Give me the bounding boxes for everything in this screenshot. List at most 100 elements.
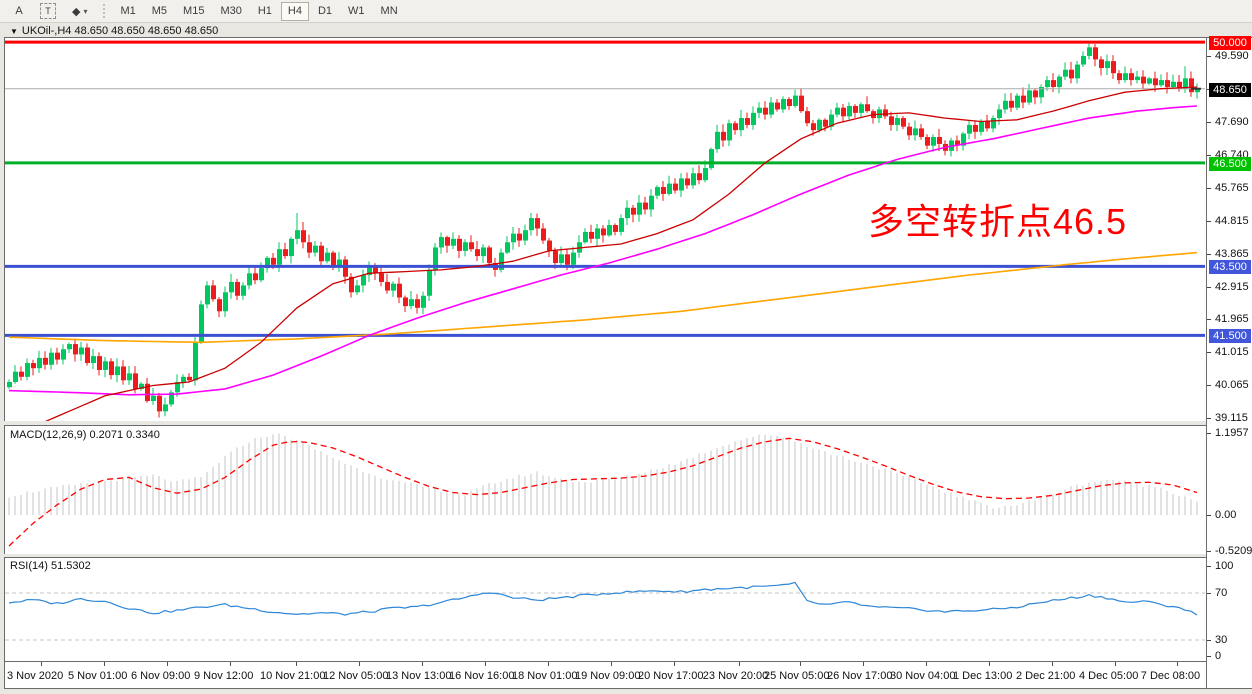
scale-tick (1207, 550, 1211, 552)
time-tick (167, 662, 168, 666)
timeframe-button-h4[interactable]: H4 (280, 1, 309, 21)
toolbar: A T ◆ ▾ M1 M5 M15 M30 H1 H4 D1 W1 MN (0, 0, 1252, 23)
scale-tick (1207, 188, 1211, 190)
x-axis-label: 26 Nov 17:00 (827, 670, 893, 682)
rsi-label: RSI(14) 51.5302 (10, 560, 91, 572)
scale-tick (1207, 286, 1211, 288)
scale-tick (1207, 593, 1211, 594)
time-tick (674, 662, 675, 666)
rsi-tick-label: 30 (1215, 634, 1228, 646)
time-tick (485, 662, 486, 666)
symbol-header: ▼ UKOil-,H4 48.650 48.650 48.650 48.650 (10, 25, 218, 37)
price-tick-label: 42.915 (1215, 280, 1249, 293)
scale-tick (1207, 56, 1211, 58)
timeframe-button-w1[interactable]: W1 (341, 2, 372, 21)
scale-tick (1207, 221, 1211, 223)
x-axis-label: 3 Nov 2020 (7, 670, 64, 682)
time-tick (104, 662, 105, 666)
time-tick (926, 662, 927, 666)
scale-tick (1207, 566, 1211, 567)
panel-resize-handle[interactable] (4, 554, 1206, 558)
time-tick (738, 662, 740, 666)
rsi-tick-label: 0 (1215, 650, 1222, 662)
collapse-triangle-icon[interactable]: ▼ (10, 26, 18, 36)
x-axis-label: 7 Dec 08:00 (1140, 670, 1201, 682)
scale-tick (1207, 433, 1211, 435)
x-axis-label: 16 Nov 16:00 (449, 670, 515, 682)
arrows-icon: ◆ (72, 5, 81, 18)
rsi-canvas[interactable] (5, 558, 1205, 661)
panel-resize-handle[interactable] (4, 421, 1206, 425)
x-axis-label: 18 Nov 01:00 (512, 670, 578, 682)
price-tick-label: 47.690 (1215, 115, 1249, 128)
time-tick (1052, 662, 1053, 666)
text-tool-button[interactable]: T (33, 2, 63, 21)
scale-tick (1207, 253, 1211, 255)
arrows-tool-button[interactable]: ◆ ▾ (65, 2, 94, 21)
scale-tick (1207, 515, 1211, 517)
scale-tick (1207, 656, 1211, 657)
scale-tick (1207, 352, 1211, 354)
macd-panel[interactable] (4, 425, 1206, 555)
toolbar-grip[interactable] (102, 3, 108, 19)
timeframe-button-m5[interactable]: M5 (145, 2, 174, 21)
timeframe-button-m30[interactable]: M30 (213, 2, 248, 21)
time-tick (422, 662, 423, 666)
cursor-tool-label: A (15, 5, 23, 17)
x-axis-label: 25 Nov 05:00 (764, 670, 830, 682)
price-scale[interactable]: 49.59048.65047.69046.74045.76544.81543.8… (1206, 36, 1252, 689)
price-badge: 41.500 (1209, 329, 1251, 344)
main-chart-canvas[interactable] (5, 38, 1205, 421)
x-axis-label: 19 Nov 09:00 (575, 670, 641, 682)
scale-tick (1207, 417, 1211, 419)
price-tick-label: 40.065 (1215, 378, 1249, 391)
chevron-down-icon: ▾ (83, 6, 88, 16)
rsi-panel[interactable] (4, 557, 1206, 662)
time-tick (548, 662, 549, 666)
time-tick (863, 662, 864, 666)
text-tool-icon: T (40, 3, 56, 19)
main-chart-panel[interactable] (4, 37, 1206, 422)
time-tick (41, 662, 42, 666)
x-axis-label: 23 Nov 20:00 (702, 670, 769, 682)
time-tick (800, 662, 801, 666)
price-tick-label: 39.115 (1215, 411, 1248, 424)
price-tick-label: 44.815 (1215, 215, 1249, 228)
timeframe-button-mn[interactable]: MN (374, 2, 405, 21)
cursor-tool-button[interactable]: A (7, 2, 31, 21)
time-axis[interactable]: 3 Nov 2020 5 Nov 01:00 6 Nov 09:00 9 Nov 12… (4, 662, 1206, 689)
x-axis-label: 1 Dec 13:00 (953, 670, 1013, 682)
symbol-ohlc-text: UKOil-,H4 48.650 48.650 48.650 48.650 (21, 25, 219, 37)
x-axis-label: 9 Nov 12:00 (194, 670, 254, 682)
macd-tick-label: 0.00 (1215, 509, 1237, 522)
timeframe-button-m15[interactable]: M15 (176, 2, 211, 21)
candles (7, 43, 1200, 418)
timeframe-button-h1[interactable]: H1 (251, 2, 279, 21)
time-tick (359, 662, 360, 666)
timeframe-button-d1[interactable]: D1 (311, 2, 339, 21)
scale-tick (1207, 384, 1211, 386)
scale-tick (1207, 319, 1211, 321)
macd-canvas[interactable] (5, 426, 1205, 554)
timeframe-button-m1[interactable]: M1 (113, 2, 142, 21)
price-tick-label: 49.590 (1215, 50, 1249, 63)
x-axis-label: 5 Nov 01:00 (68, 670, 128, 682)
rsi-tick-label: 100 (1215, 560, 1234, 572)
ma-line-red (44, 86, 1198, 421)
price-badge: 43.500 (1209, 260, 1251, 275)
macd-signal-line (8, 437, 1198, 547)
time-tick (296, 662, 297, 666)
x-axis-label: 30 Nov 04:00 (890, 670, 956, 682)
time-tick (230, 662, 231, 666)
macd-histogram (8, 433, 1198, 516)
x-axis-label: 12 Nov 05:00 (323, 670, 389, 682)
scale-tick (1207, 640, 1211, 641)
price-tick-label: 45.765 (1215, 182, 1249, 195)
price-badge: 46.500 (1209, 156, 1251, 171)
x-axis-label: 6 Nov 09:00 (131, 670, 191, 682)
time-tick (1115, 662, 1116, 666)
price-badge: 50.000 (1209, 36, 1251, 51)
scale-tick (1207, 121, 1211, 123)
horizontal-lines (5, 40, 1205, 337)
